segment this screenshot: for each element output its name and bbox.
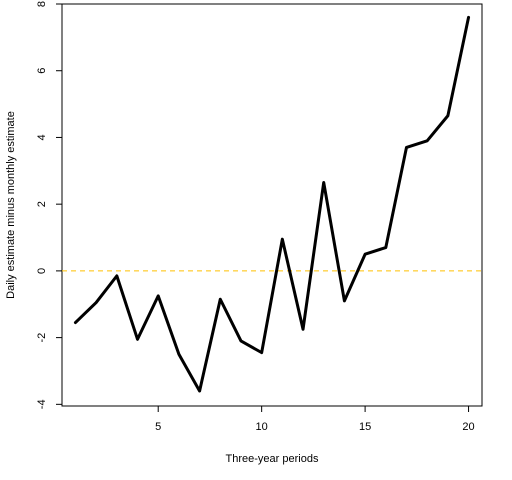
x-tick-label: 15 (359, 421, 371, 433)
plot-area (61, 3, 483, 407)
series-group (73, 15, 471, 393)
y-tick-label: 0 (36, 268, 48, 274)
y-tick-label: 4 (36, 134, 48, 140)
y-tick-label: 2 (36, 201, 48, 207)
x-tick-label: 20 (462, 421, 474, 433)
x-tick-label: 5 (155, 421, 161, 433)
series-line-1 (73, 15, 471, 393)
y-tick-label: -2 (36, 333, 48, 343)
y-tick-label: -4 (36, 399, 48, 409)
x-tick-label: 10 (256, 421, 268, 433)
x-axis-title: Three-year periods (226, 453, 319, 465)
axes-group: 5 10 15 20 -4 -2 0 2 4 6 8 (36, 1, 475, 433)
plot-frame (61, 3, 483, 407)
y-axis-title: Daily estimate minus monthly estimate (5, 111, 17, 299)
y-tick-label: 6 (36, 68, 48, 74)
y-tick-label: 8 (36, 1, 48, 7)
